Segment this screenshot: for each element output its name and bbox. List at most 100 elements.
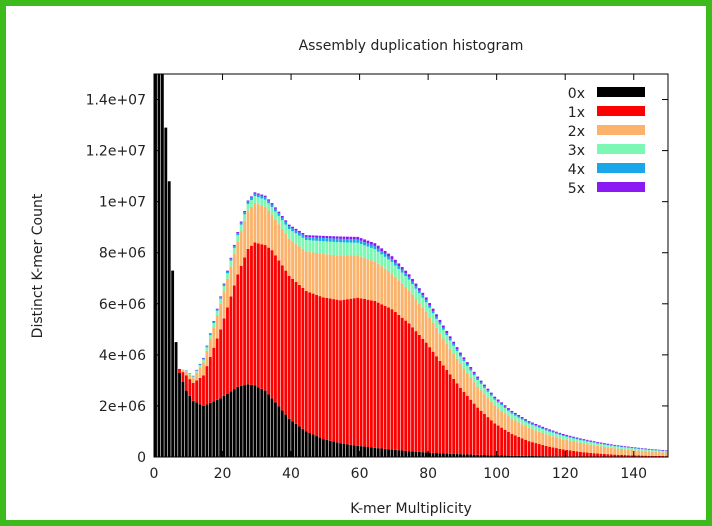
bar-1x-m60 [356,297,360,446]
legend-label-5x: 5x [568,181,585,197]
bar-1x-m91 [462,391,466,455]
bar-1x-m69 [387,307,390,450]
bar-1x-m115 [544,445,548,457]
bar-3x-m123 [572,438,575,442]
bar-3x-m143 [640,449,644,451]
bar-1x-m37 [277,260,281,407]
bar-4x-m54 [335,238,339,243]
bar-4x-m26 [239,222,243,225]
bar-0x-m48 [315,436,318,457]
bar-4x-m63 [366,243,370,247]
bar-0x-m42 [294,423,298,457]
y-tick-label: 1e+07 [99,195,146,211]
bar-4x-m102 [500,403,504,406]
bar-3x-m77 [414,288,418,299]
bar-0x-m97 [483,455,486,457]
bar-1x-m12 [191,382,195,401]
bar-1x-m122 [568,450,572,457]
bar-0x-m6 [171,270,175,457]
bar-4x-m139 [626,447,630,448]
bar-5x-m45 [304,235,308,237]
bar-5x-m115 [544,428,548,430]
bar-4x-m15 [202,358,205,360]
bar-3x-m66 [376,251,380,264]
bar-1x-m129 [592,453,596,457]
bar-2x-m12 [191,377,195,383]
bar-3x-m118 [555,433,558,438]
x-tick-label: 100 [483,466,510,482]
bar-2x-m67 [380,266,384,305]
bar-5x-m103 [503,405,507,407]
bar-5x-m142 [637,447,641,449]
bar-3x-m26 [239,224,243,232]
bar-2x-m136 [616,448,620,455]
bar-5x-m112 [534,423,538,426]
bar-2x-m125 [579,442,582,452]
bar-0x-m100 [493,455,497,457]
bar-3x-m141 [633,448,637,451]
bar-4x-m96 [479,382,483,384]
bar-4x-m122 [568,436,572,438]
bar-2x-m148 [657,452,661,456]
bar-5x-m19 [215,308,219,310]
bar-0x-m3 [160,74,164,457]
bar-1x-m120 [561,449,565,457]
bar-4x-m18 [212,321,216,323]
bar-4x-m81 [428,305,432,308]
bar-5x-m76 [411,278,414,282]
bar-3x-m20 [219,298,223,304]
bar-0x-m36 [274,402,277,457]
bar-2x-m141 [633,450,637,456]
bar-5x-m70 [390,256,394,259]
bar-5x-m63 [366,240,370,244]
bar-5x-m47 [311,235,315,238]
bar-1x-m149 [661,456,665,457]
bar-0x-m49 [318,437,322,457]
bar-2x-m88 [452,353,456,379]
bar-0x-m77 [414,451,418,457]
bar-4x-m130 [596,442,599,444]
bar-5x-m23 [229,257,233,259]
bar-4x-m57 [345,239,349,243]
bar-2x-m17 [208,339,212,357]
bar-3x-m72 [397,268,401,281]
bar-1x-m125 [579,451,582,457]
bar-1x-m49 [318,296,322,438]
bar-4x-m138 [623,446,627,448]
bar-1x-m84 [438,360,442,454]
bar-3x-m146 [650,450,654,452]
bar-4x-m75 [407,276,411,280]
bar-1x-m80 [424,342,428,453]
bar-2x-m61 [359,256,363,299]
bar-4x-m99 [489,394,493,396]
bar-3x-m83 [435,318,438,328]
bar-4x-m126 [582,440,586,441]
bar-3x-m115 [544,430,548,435]
bar-2x-m28 [246,210,250,249]
bar-3x-m137 [620,447,623,449]
bar-1x-m99 [489,420,493,456]
bar-5x-m26 [239,221,243,223]
bar-2x-m96 [479,390,483,411]
bar-1x-m128 [589,452,593,457]
bar-1x-m136 [616,454,620,457]
bar-2x-m128 [589,444,593,453]
bar-1x-m110 [527,441,531,456]
bar-1x-m19 [215,338,219,400]
bar-2x-m121 [565,439,569,450]
bar-2x-m106 [513,420,517,436]
bar-2x-m35 [270,214,274,251]
bar-0x-m23 [229,391,233,457]
bar-0x-m53 [332,441,336,457]
bar-5x-m136 [616,445,620,447]
bar-1x-m144 [644,455,647,457]
bar-0x-m4 [164,127,168,458]
chart-title: Assembly duplication histogram [299,38,524,54]
bar-3x-m81 [428,307,432,318]
bar-1x-m62 [363,299,366,447]
bar-3x-m75 [407,279,411,291]
bar-2x-m33 [263,206,267,246]
bar-1x-m101 [496,425,500,456]
bar-1x-m107 [517,436,521,456]
bar-0x-m80 [424,452,428,457]
